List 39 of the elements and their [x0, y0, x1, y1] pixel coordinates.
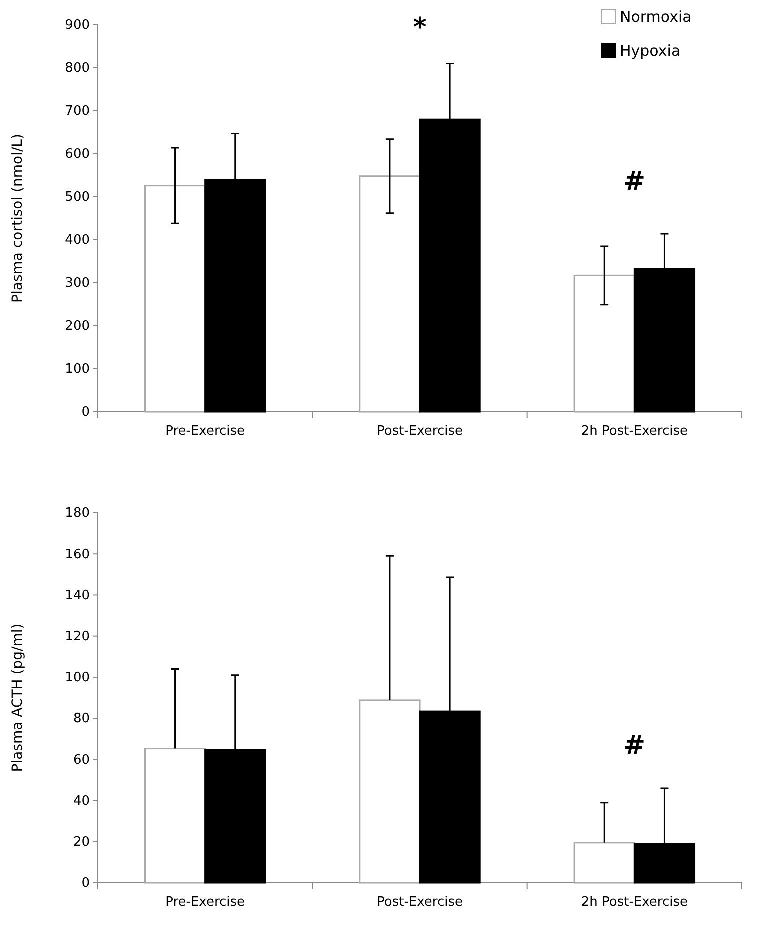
y-tick-label: 200 — [65, 319, 90, 334]
y-axis-title: Plasma cortisol (nmol/L) — [10, 134, 26, 303]
bar — [359, 700, 421, 884]
y-tick-label: 160 — [65, 547, 90, 562]
y-tick-label: 800 — [65, 61, 90, 76]
y-tick-label: 40 — [73, 794, 90, 809]
annotation: * — [413, 13, 428, 43]
y-tick-label: 140 — [65, 588, 90, 604]
y-tick-label: 600 — [65, 147, 90, 162]
bar — [574, 842, 636, 884]
x-tick-label: 2h Post-Exercise — [581, 895, 688, 910]
bar — [574, 274, 636, 413]
x-tick-label: Pre-Exercise — [166, 895, 246, 910]
y-tick-label: 400 — [65, 233, 90, 248]
x-tick-label: 2h Post-Exercise — [581, 424, 688, 440]
y-tick-label: 500 — [65, 190, 90, 206]
y-tick-label: 900 — [65, 18, 90, 34]
y-tick-label: 300 — [65, 276, 90, 292]
y-tick-label: 60 — [73, 752, 90, 768]
x-tick-label: Pre-Exercise — [166, 424, 246, 440]
y-axis-title: Plasma ACTH (pg/ml) — [10, 624, 26, 772]
y-tick-label: 100 — [65, 670, 90, 686]
y-tick-label: 180 — [65, 506, 90, 522]
y-tick-label: 700 — [65, 104, 90, 120]
x-tick-label: Post-Exercise — [377, 895, 463, 910]
x-tick-label: Post-Exercise — [377, 424, 463, 440]
annotation: # — [624, 167, 646, 197]
y-tick-label: 0 — [82, 876, 90, 892]
bar — [144, 748, 206, 884]
y-tick-label: 0 — [82, 405, 90, 420]
y-tick-label: 120 — [65, 629, 90, 644]
y-tick-label: 100 — [65, 362, 90, 378]
y-tick-label: 80 — [73, 712, 90, 727]
bar — [359, 176, 421, 413]
legend-label: Normoxia — [620, 8, 692, 26]
y-tick-label: 20 — [73, 835, 90, 850]
bar — [144, 185, 206, 413]
legend-label: Hypoxia — [620, 42, 681, 60]
annotation: # — [624, 731, 646, 761]
